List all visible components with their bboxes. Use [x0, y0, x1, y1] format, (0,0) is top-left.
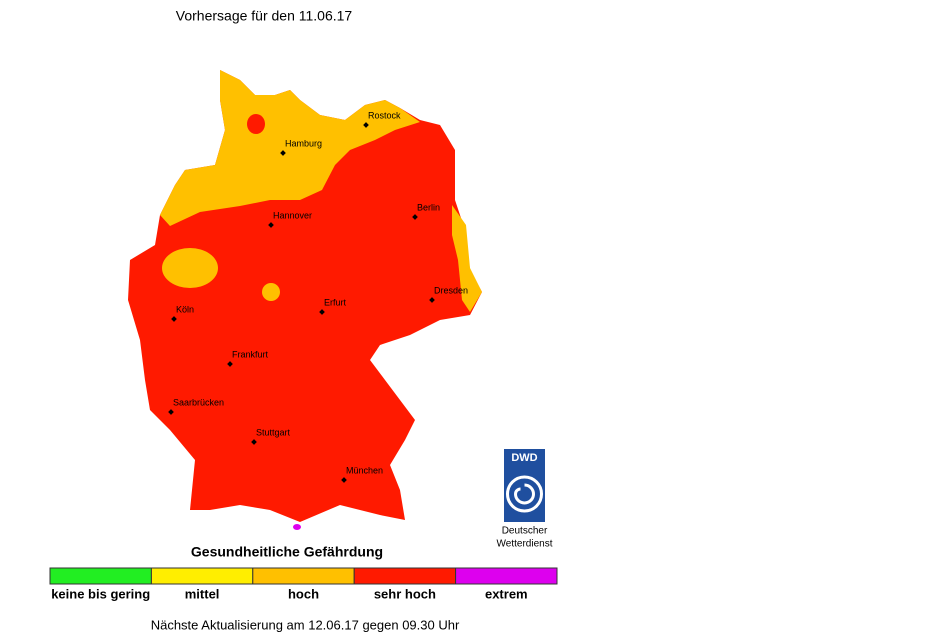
legend-label: keine bis gering — [51, 586, 150, 601]
region-very-high — [247, 114, 265, 134]
map — [128, 70, 482, 530]
logo-swirl — [506, 475, 543, 513]
legend-label: sehr hoch — [374, 586, 436, 601]
city-marker — [251, 439, 257, 445]
city-marker — [319, 309, 325, 315]
cities: Rostock Hamburg Hannover Berlin Dresden Erfur… — [168, 110, 468, 483]
city-marker — [363, 122, 369, 128]
legend: keine bis gering mittel hoch sehr hoch extre… — [49, 567, 558, 601]
region-high — [262, 283, 280, 301]
region-high — [452, 205, 482, 312]
legend-label: mittel — [185, 586, 220, 601]
city-label: München — [346, 465, 383, 475]
legend-label: hoch — [288, 586, 319, 601]
legend-swatch — [150, 567, 254, 585]
city-marker — [412, 214, 418, 220]
footer: Nächste Aktualisierung am 12.06.17 gegen… — [151, 617, 460, 632]
city-marker — [280, 150, 286, 156]
logo-text: Wetterdienst — [497, 539, 553, 550]
legend-swatch — [49, 567, 152, 585]
legend-title: Gesundheitliche Gefährdung — [191, 544, 383, 560]
city-marker — [429, 297, 435, 303]
city-label: Frankfurt — [232, 349, 269, 359]
legend-swatch — [353, 567, 457, 585]
region-extreme — [293, 524, 301, 530]
legend-swatch — [252, 567, 355, 585]
city-marker — [227, 361, 233, 367]
city-marker — [341, 477, 347, 483]
region-high — [162, 248, 218, 288]
title: Vorhersage für den 11.06.17 — [176, 8, 353, 24]
city-label: Hamburg — [285, 138, 322, 148]
city-label: Hannover — [273, 210, 312, 220]
city-label: Berlin — [417, 202, 440, 212]
city-label: Erfurt — [324, 297, 347, 307]
city-marker — [268, 222, 274, 228]
legend-swatch — [455, 567, 558, 585]
city-label: Saarbrücken — [173, 397, 224, 407]
dwd-logo: DWD Deutscher Wetterdienst — [497, 449, 553, 550]
region-high — [160, 70, 420, 226]
city-label: Köln — [176, 304, 194, 314]
city-label: Stuttgart — [256, 427, 291, 437]
city-marker — [171, 316, 177, 322]
city-label: Rostock — [368, 110, 401, 120]
logo-abbr: DWD — [511, 452, 537, 464]
logo-text: Deutscher — [502, 526, 548, 537]
logo-swirl — [513, 483, 535, 505]
city-label: Dresden — [434, 285, 468, 295]
city-marker — [168, 409, 174, 415]
legend-label: extrem — [485, 586, 528, 601]
